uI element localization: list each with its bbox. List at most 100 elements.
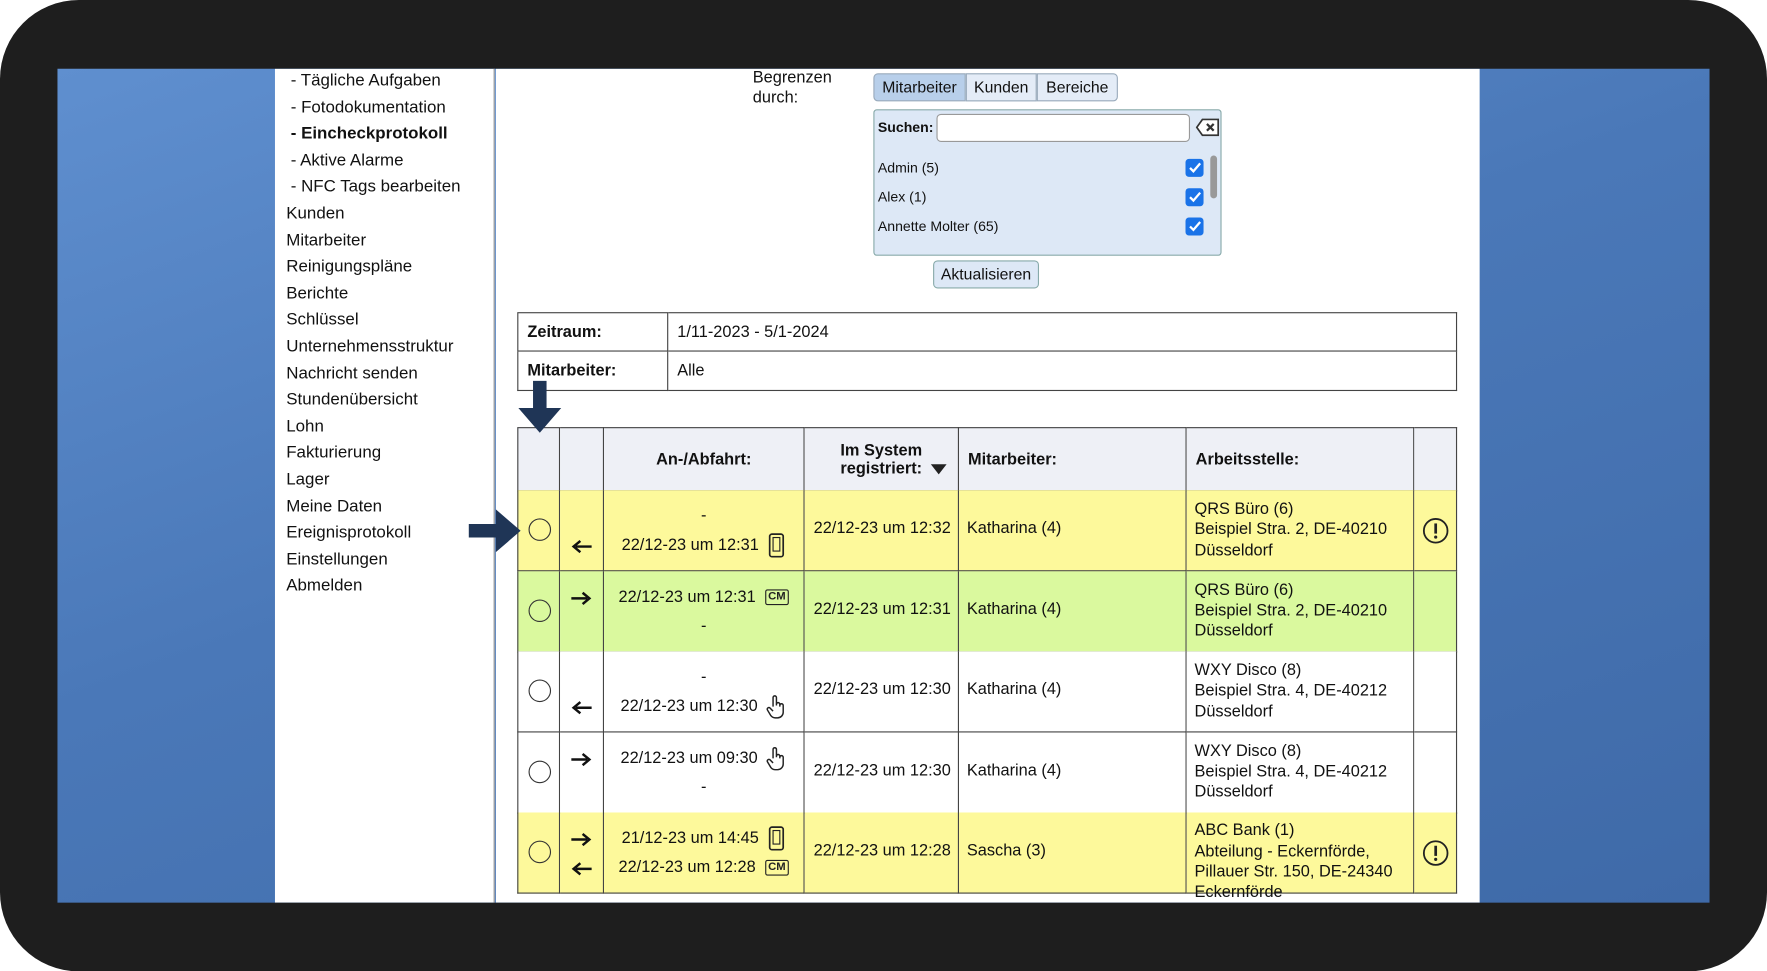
screen: - Tägliche Aufgaben - Fotodokumentation - …: [57, 68, 1710, 903]
sidebar-link[interactable]: - Fotodokumentation: [290, 97, 446, 117]
row-select[interactable]: [528, 760, 552, 783]
sidebar-link[interactable]: Meine Daten: [286, 496, 383, 516]
sidebar: [274, 68, 495, 903]
checkbox[interactable]: [1185, 217, 1204, 236]
sidebar-link[interactable]: Kunden: [286, 203, 345, 224]
system-cell: 22/12-23 um 12:32: [804, 490, 960, 572]
system-cell: 22/12-23 um 12:28: [804, 812, 960, 895]
sidebar-link[interactable]: Reinigungspläne: [286, 257, 413, 277]
sidebar-link[interactable]: Ereignisprotokoll: [286, 523, 412, 543]
arrow-wrap: [570, 861, 593, 881]
summary-label: Mitarbeiter:: [517, 351, 669, 392]
employee-cell: Katharina (4): [959, 570, 1187, 653]
direction-arrow: [571, 752, 592, 766]
checkbox[interactable]: [1185, 158, 1204, 177]
checkbox[interactable]: [1185, 188, 1204, 207]
site-line: ABC Bank (1): [1194, 821, 1295, 840]
sidebar-link[interactable]: Unternehmensstruktur: [286, 336, 454, 357]
device-wrap: [766, 746, 787, 771]
header-cell: [517, 427, 561, 492]
time: -: [701, 668, 707, 687]
time: 21/12-23 um 14:45: [621, 829, 759, 848]
employee-cell: Katharina (4): [959, 490, 1187, 572]
filter-label: Begrenzen durch:: [752, 68, 832, 108]
row-select[interactable]: [528, 841, 552, 864]
sidebar-link[interactable]: - Eincheckprotokoll: [290, 124, 448, 144]
filter-tab[interactable]: Bereiche: [1036, 73, 1118, 102]
direction-arrow: [571, 833, 592, 847]
check: [1189, 191, 1202, 203]
direction-cell: [560, 732, 605, 814]
check: [1189, 162, 1202, 173]
sidebar-link[interactable]: Stundenübersicht: [286, 390, 418, 410]
site-line: Düsseldorf: [1194, 541, 1273, 560]
time: 22/12-23 um 12:28: [618, 859, 756, 878]
time: 22/12-23 um 12:31: [618, 587, 756, 606]
search-label: Suchen:: [877, 119, 934, 136]
system-time: 22/12-23 um 12:32: [813, 519, 951, 538]
sidebar-link[interactable]: Abmelden: [286, 576, 363, 596]
time-line: -: [604, 666, 803, 689]
site-cell: QRS Büro (6) Beispiel Stra. 2, DE-40210 Dü…: [1186, 570, 1415, 653]
clear-search[interactable]: [1195, 118, 1221, 137]
sidebar-link[interactable]: Lager: [286, 469, 330, 490]
site-cell: WXY Disco (8) Beispiel Stra. 4, DE-40212 D…: [1186, 651, 1415, 733]
sidebar-link[interactable]: - Tägliche Aufgaben: [290, 70, 441, 91]
sidebar-link[interactable]: - Aktive Alarme: [290, 150, 404, 170]
search-input[interactable]: [936, 113, 1191, 142]
sidebar-link[interactable]: Lohn: [286, 416, 324, 436]
sidebar-link[interactable]: Einstellungen: [286, 549, 388, 569]
direction-arrow: [571, 701, 592, 715]
select-cell: [517, 812, 561, 895]
arrival-cell: - 22/12-23 um 12:30: [604, 651, 805, 733]
direction-cell: [560, 490, 605, 572]
check: [1189, 221, 1202, 232]
header-cell: Im System registriert:: [804, 427, 960, 492]
site-line: Beispiel Stra. 4, DE-40212: [1194, 763, 1388, 782]
column-header: Mitarbeiter:: [968, 450, 1058, 469]
filter-item: Alex (1): [877, 189, 927, 206]
employee-cell: Katharina (4): [959, 732, 1187, 814]
sidebar-link[interactable]: Schlüssel: [286, 310, 359, 330]
content: - Tägliche Aufgaben - Fotodokumentation - …: [57, 69, 1709, 903]
time-line: 22/12-23 um 12:31: [604, 533, 803, 558]
summary-value: Alle: [668, 351, 1458, 392]
summary-value: 1/11-2023 - 5/1-2024: [668, 312, 1458, 352]
direction-cell: [560, 651, 605, 733]
sidebar-link[interactable]: - NFC Tags bearbeiten: [290, 177, 461, 197]
filter-tab[interactable]: Kunden: [965, 73, 1037, 102]
phone-icon: [769, 533, 785, 558]
system-time: 22/12-23 um 12:30: [813, 680, 951, 699]
sidebar-link[interactable]: Nachricht senden: [286, 363, 418, 383]
row-select[interactable]: [528, 679, 552, 703]
employee: Katharina (4): [966, 680, 1062, 699]
sidebar-link[interactable]: Mitarbeiter: [286, 230, 367, 250]
header-cell: [1414, 427, 1458, 492]
site-cell: WXY Disco (8) Beispiel Stra. 4, DE-40212 D…: [1186, 732, 1415, 814]
update-button[interactable]: Aktualisieren: [933, 260, 1040, 289]
sidebar-link[interactable]: Berichte: [286, 283, 349, 303]
filter-tab[interactable]: Mitarbeiter: [873, 73, 966, 102]
system-time: 22/12-23 um 12:28: [813, 842, 951, 861]
alert-cell: [1414, 732, 1458, 814]
row-select[interactable]: [528, 518, 552, 541]
arrow-wrap: [570, 590, 593, 610]
annotation-arrow-down: [518, 380, 562, 433]
alert-cell: [1414, 812, 1458, 895]
touch-icon: [766, 746, 785, 771]
summary-label: Zeitraum:: [517, 312, 669, 352]
annotation-arrow-right: [468, 509, 521, 553]
site-line: QRS Büro (6): [1194, 581, 1294, 600]
employee-cell: Katharina (4): [959, 651, 1187, 733]
sidebar-link[interactable]: Fakturierung: [286, 443, 382, 463]
sort-arrow[interactable]: [930, 464, 947, 475]
column-header: Im System registriert:: [840, 441, 923, 478]
system-cell: 22/12-23 um 12:30: [804, 651, 960, 733]
device-wrap: [768, 826, 786, 851]
site-line: Abteilung - Eckernförde,: [1194, 842, 1370, 861]
phone-icon: [769, 826, 785, 851]
site-line: Beispiel Stra. 2, DE-40210: [1194, 601, 1388, 620]
device-wrap: [768, 533, 786, 558]
row-select[interactable]: [528, 599, 552, 622]
